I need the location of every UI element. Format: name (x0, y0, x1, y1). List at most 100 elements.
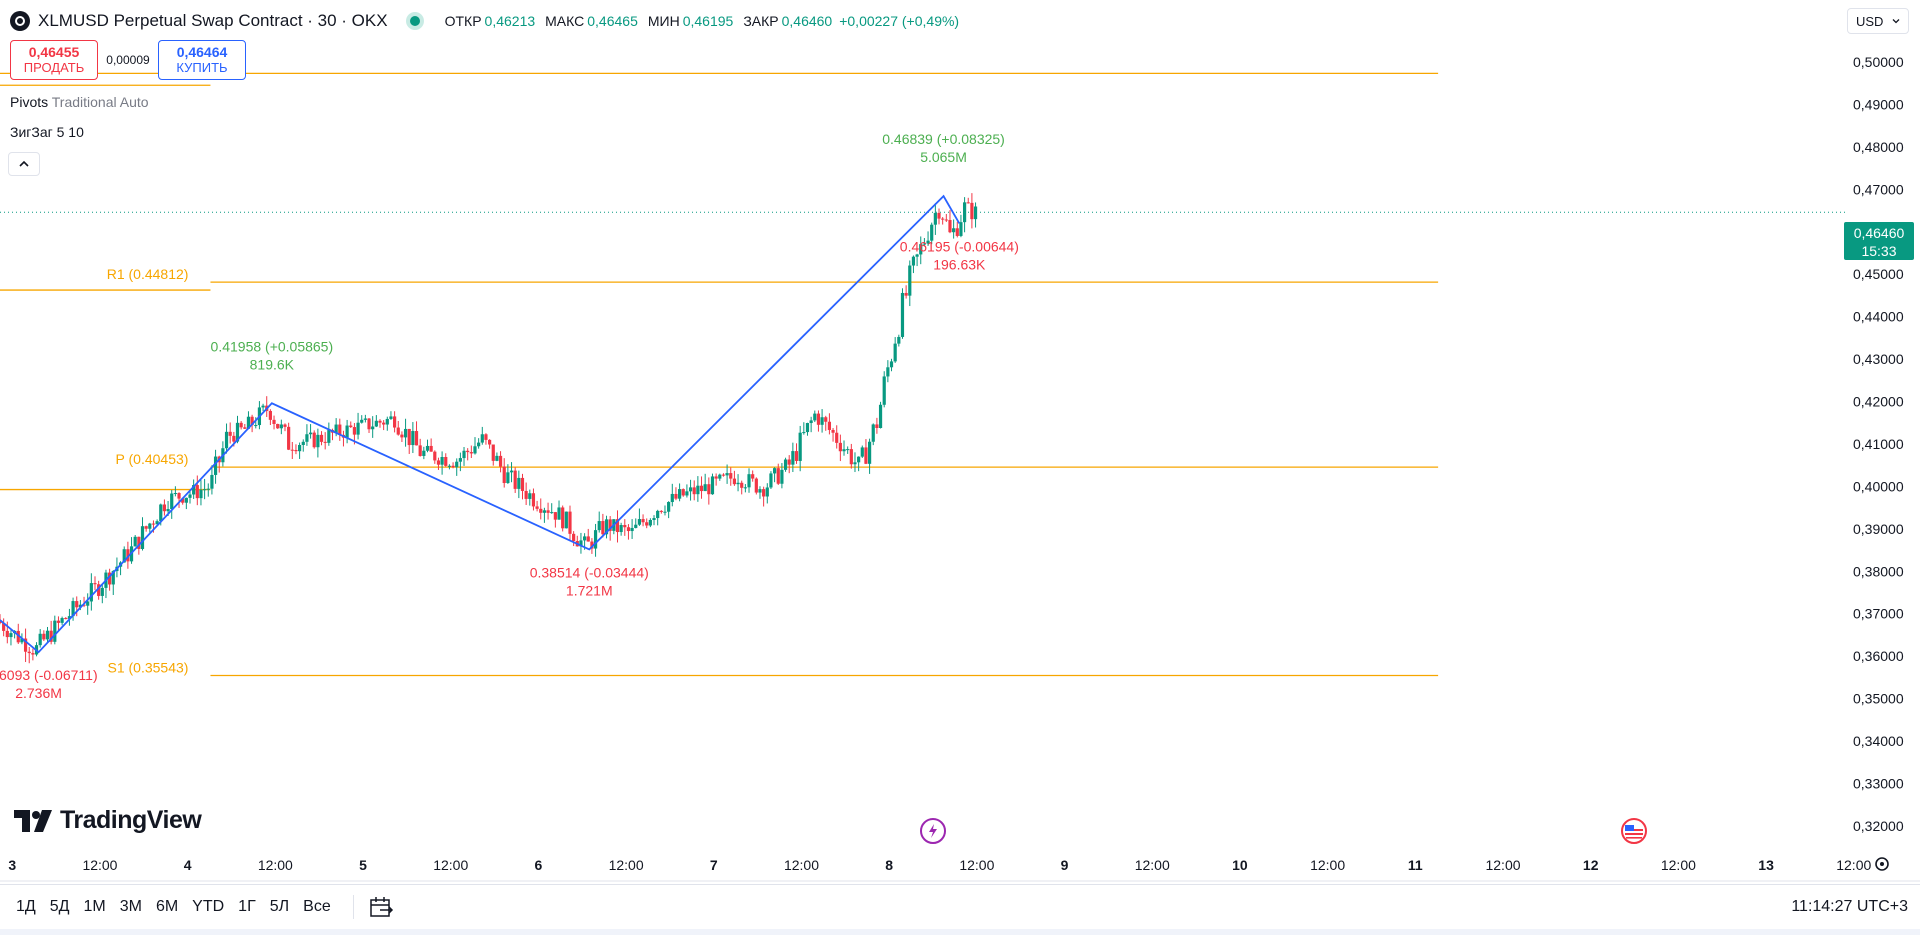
candle-body (729, 473, 733, 479)
candle-body (619, 525, 623, 533)
x-tick-label: 7 (710, 857, 718, 873)
candle-body (2, 623, 6, 631)
range-3m-button[interactable]: 3М (119, 898, 142, 915)
candle-body (495, 455, 499, 461)
zigzag-volume-label: 196.63K (933, 256, 986, 272)
candle-body (970, 202, 974, 220)
candle-body (820, 417, 824, 425)
candle-body (360, 419, 364, 423)
x-tick-label: 12:00 (1661, 857, 1696, 873)
candle-body (842, 449, 846, 452)
indicator-zigzag[interactable]: ЗигЗаг 5 10 (10, 124, 84, 140)
range-6m-button[interactable]: 6М (155, 898, 179, 915)
candle-body (9, 633, 13, 638)
candle-body (542, 510, 547, 513)
range-5d-button[interactable]: 5Д (49, 898, 70, 915)
candle-body (378, 420, 382, 423)
candle-body (319, 434, 324, 442)
candle-body (904, 292, 908, 296)
candle-body (692, 487, 696, 495)
candle-body (827, 421, 832, 430)
candle-body (561, 507, 565, 529)
candle-body (294, 449, 298, 452)
candle-body (506, 472, 510, 484)
candle-body (250, 416, 254, 426)
go-to-date-button[interactable] (352, 895, 394, 919)
x-tick-label: 12 (1583, 857, 1599, 873)
last-price-value: 0,46460 (1853, 225, 1905, 241)
candle-body (579, 540, 583, 547)
y-tick-label: 0,32000 (1853, 818, 1904, 834)
candle-body (462, 450, 466, 459)
candle-body (126, 549, 130, 562)
price-chart[interactable]: R2 (0.49732)R1 (0.44812)P (0.40453)S1 (0… (0, 0, 1920, 884)
candle-body (316, 434, 320, 448)
indicator-pivots[interactable]: Pivots Traditional Auto (10, 94, 149, 110)
currency-select[interactable]: USD (1847, 8, 1909, 34)
axis-settings-button[interactable] (1872, 854, 1892, 879)
range-all-button[interactable]: Все (303, 898, 331, 915)
candle-body (389, 416, 393, 419)
candle-body (444, 456, 448, 466)
candle-body (75, 601, 79, 608)
last-price-tag: 0,46460 15:33 (1844, 222, 1914, 260)
candle-body (860, 447, 864, 457)
candle-body (791, 451, 795, 465)
high-label: МАКС (545, 13, 585, 29)
candle-body (674, 493, 678, 499)
candle-body (725, 473, 729, 476)
x-tick-label: 12:00 (959, 857, 994, 873)
sell-button[interactable]: 0,46455 ПРОДАТЬ (10, 40, 98, 80)
candle-body (162, 504, 167, 512)
candle-body (539, 508, 543, 513)
candle-body (557, 507, 561, 520)
candle-body (232, 435, 236, 442)
candle-body (283, 424, 287, 427)
candle-body (422, 450, 426, 456)
candle-body (721, 474, 726, 476)
candle-body (206, 488, 210, 490)
candle-body (181, 498, 185, 503)
us-economic-event-icon[interactable] (1621, 818, 1647, 844)
candle-body (736, 482, 740, 485)
candle-body (38, 633, 42, 646)
candle-body (509, 470, 514, 473)
candle-body (586, 536, 590, 542)
collapse-legend-button[interactable] (8, 152, 40, 176)
range-1d-button[interactable]: 1Д (16, 898, 36, 915)
low-value: 0,46195 (682, 13, 734, 29)
range-1y-button[interactable]: 1Г (238, 898, 256, 915)
x-tick-label: 12:00 (1135, 857, 1170, 873)
candle-body (937, 212, 941, 219)
candle-body (926, 240, 930, 244)
utc-clock[interactable]: 11:14:27 UTC+3 (1791, 898, 1908, 915)
candle-body (641, 519, 645, 523)
buy-price: 0,46464 (176, 44, 228, 60)
candle-body (477, 442, 481, 447)
candle-body (623, 525, 627, 528)
candle-body (382, 422, 386, 425)
candle-body (743, 487, 747, 489)
candle-body (754, 478, 758, 493)
y-tick-label: 0,33000 (1853, 775, 1904, 791)
x-tick-label: 12:00 (1310, 857, 1345, 873)
candle-body (45, 630, 50, 640)
range-ytd-button[interactable]: YTD (192, 898, 225, 915)
candle-body (601, 521, 605, 535)
candle-body (276, 423, 280, 429)
buy-button[interactable]: 0,46464 КУПИТЬ (158, 40, 246, 80)
symbol-title[interactable]: XLMUSD Perpetual Swap Contract · 30 · OK… (38, 11, 388, 30)
dividends-event-icon[interactable] (920, 818, 946, 844)
candle-body (466, 450, 470, 453)
range-5y-button[interactable]: 5Л (269, 898, 290, 915)
candle-body (703, 484, 707, 492)
tradingview-logo[interactable]: TradingView (14, 806, 202, 835)
currency-label: USD (1856, 13, 1884, 29)
candle-body (948, 220, 952, 233)
candle-body (955, 228, 959, 236)
x-tick-label: 11 (1408, 857, 1423, 873)
candle-body (67, 616, 72, 619)
range-1m-button[interactable]: 1М (83, 898, 106, 915)
candle-body (433, 451, 437, 461)
market-status-icon[interactable] (409, 16, 420, 26)
